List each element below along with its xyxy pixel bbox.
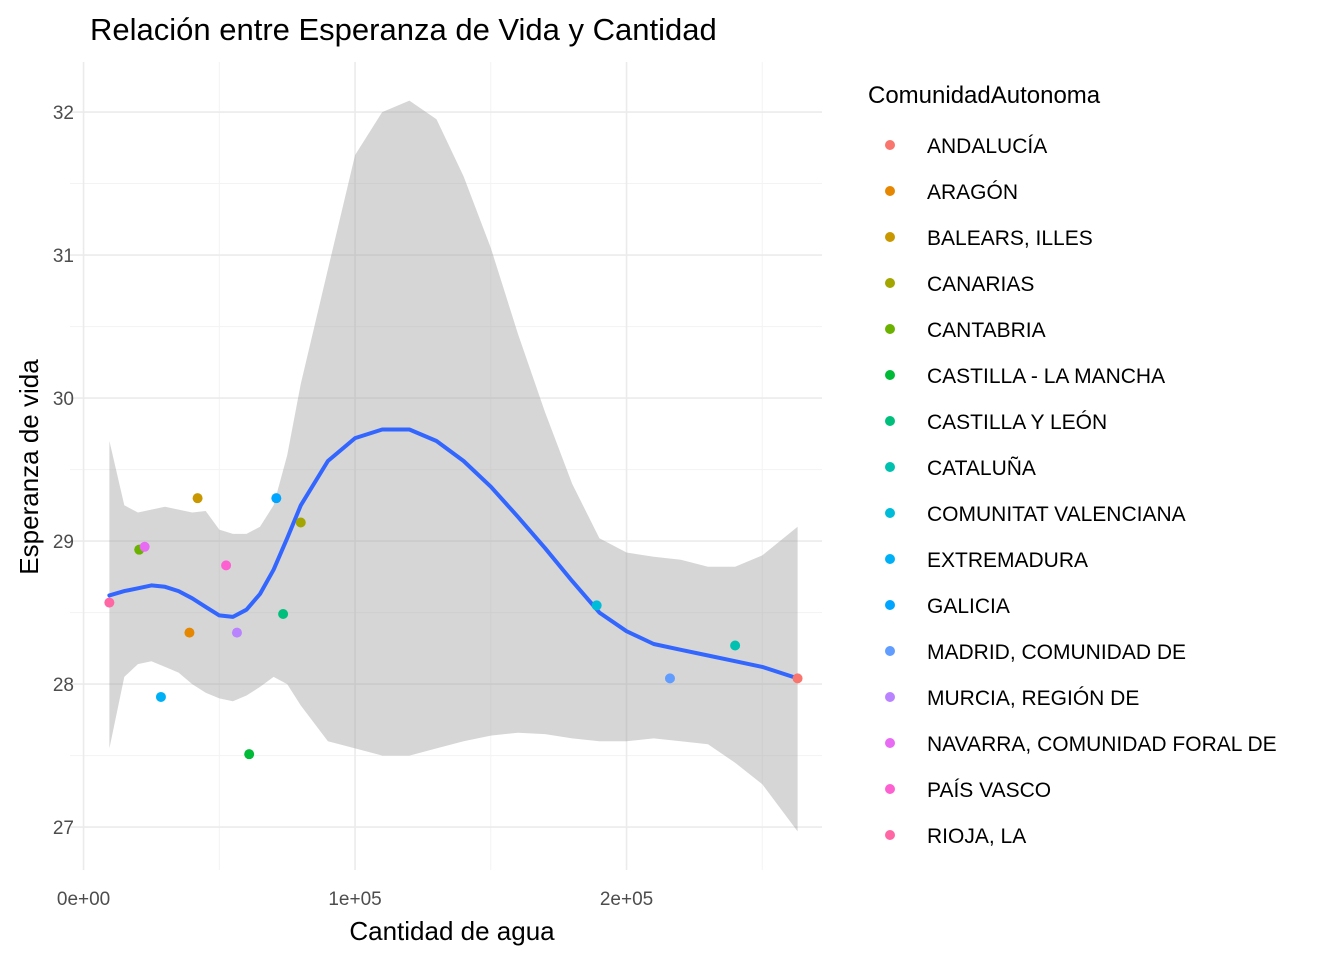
legend-item: CASTILLA Y LEÓN (885, 411, 1107, 434)
smooth-line (107, 427, 800, 681)
x-tick-label: 2e+05 (600, 889, 653, 910)
y-tick-label: 30 (53, 389, 74, 410)
legend-label: MURCIA, REGIÓN DE (927, 687, 1139, 710)
points-layer (104, 493, 803, 760)
legend-item: MURCIA, REGIÓN DE (885, 687, 1139, 710)
legend-label: BALEARS, ILLES (927, 227, 1093, 250)
smooth-line-layer (107, 427, 800, 681)
legend-label: RIOJA, LA (927, 825, 1026, 848)
grid-layer (70, 62, 822, 870)
legend-label: CANARIAS (927, 273, 1034, 296)
legend-item: NAVARRA, COMUNIDAD FORAL DE (885, 733, 1277, 756)
y-tick-label: 27 (53, 818, 74, 839)
legend-key (885, 646, 895, 656)
data-point (792, 673, 803, 684)
data-point (139, 541, 150, 552)
data-point (730, 640, 741, 651)
legend-key (885, 600, 895, 610)
legend-item: COMUNITAT VALENCIANA (885, 503, 1186, 526)
legend-label: COMUNITAT VALENCIANA (927, 503, 1186, 526)
legend-key (885, 738, 895, 748)
legend-item: CASTILLA - LA MANCHA (885, 365, 1165, 388)
data-point (192, 493, 203, 504)
legend-label: CASTILLA Y LEÓN (927, 411, 1107, 434)
y-tick-label: 29 (53, 532, 74, 553)
legend-label: GALICIA (927, 595, 1010, 618)
legend-key (885, 830, 895, 840)
confidence-band (109, 100, 798, 832)
legend-item: RIOJA, LA (885, 825, 1026, 848)
data-point (244, 749, 255, 760)
legend-item: PAÍS VASCO (885, 779, 1051, 802)
data-point (155, 691, 166, 702)
y-tick-label: 31 (53, 246, 74, 267)
legend-item: MADRID, COMUNIDAD DE (885, 641, 1186, 664)
legend-key (885, 324, 895, 334)
legend-item: GALICIA (885, 595, 1010, 618)
data-point (295, 517, 306, 528)
legend-key (885, 232, 895, 242)
data-point (221, 560, 232, 571)
legend-title: ComunidadAutonoma (868, 82, 1101, 109)
data-point (591, 600, 602, 611)
data-point (231, 627, 242, 638)
legend-item: EXTREMADURA (885, 549, 1088, 572)
legend-key (885, 462, 895, 472)
legend: ComunidadAutonoma ANDALUCÍA ARAGÓN BALEARS… (868, 82, 1277, 848)
y-axis-title: Esperanza de vida (14, 359, 44, 575)
y-tick-label: 32 (53, 103, 74, 124)
legend-item: CATALUÑA (885, 456, 1036, 480)
legend-key (885, 370, 895, 380)
legend-label: CANTABRIA (927, 319, 1046, 342)
chart-title: Relación entre Esperanza de Vida y Canti… (90, 12, 717, 47)
legend-label: EXTREMADURA (927, 549, 1088, 572)
legend-item: BALEARS, ILLES (885, 227, 1093, 250)
x-tick-label: 1e+05 (328, 889, 381, 910)
legend-key (885, 784, 895, 794)
data-point (184, 627, 195, 638)
legend-item: CANARIAS (885, 273, 1034, 296)
legend-item: ANDALUCÍA (885, 135, 1047, 158)
legend-label: PAÍS VASCO (927, 779, 1051, 802)
legend-key (885, 554, 895, 564)
data-point (278, 609, 289, 620)
data-point (104, 597, 115, 608)
legend-key (885, 416, 895, 426)
legend-key (885, 692, 895, 702)
legend-label: CASTILLA - LA MANCHA (927, 365, 1165, 388)
legend-key (885, 278, 895, 288)
data-point (664, 673, 675, 684)
legend-key (885, 140, 895, 150)
x-tick-label: 0e+00 (57, 889, 110, 910)
legend-label: MADRID, COMUNIDAD DE (927, 641, 1186, 664)
tick-labels-layer: 0e+00 1e+05 2e+05 27 28 29 30 31 32 (53, 103, 653, 910)
x-axis-title: Cantidad de agua (349, 916, 555, 946)
data-point (271, 493, 282, 504)
legend-item: CANTABRIA (885, 319, 1046, 342)
legend-label: NAVARRA, COMUNIDAD FORAL DE (927, 733, 1277, 756)
y-tick-label: 28 (53, 675, 74, 696)
confidence-band-layer (109, 100, 798, 832)
legend-item: ARAGÓN (885, 181, 1018, 204)
legend-label: ARAGÓN (927, 181, 1018, 204)
legend-label: ANDALUCÍA (927, 135, 1047, 158)
legend-key (885, 186, 895, 196)
legend-items: ANDALUCÍA ARAGÓN BALEARS, ILLES CANARIAS CAN… (885, 135, 1277, 848)
legend-label: CATALUÑA (927, 456, 1036, 480)
legend-key (885, 508, 895, 518)
